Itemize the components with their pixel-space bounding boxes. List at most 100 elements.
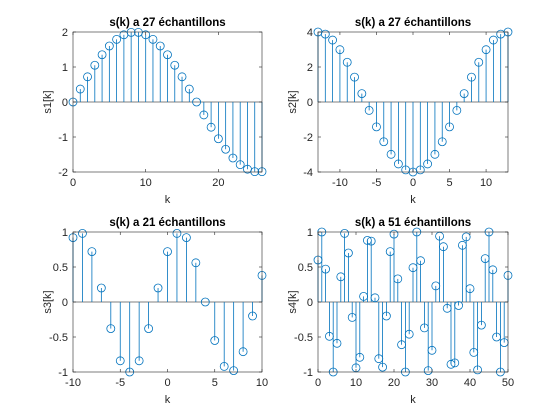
stem-marker — [144, 324, 154, 334]
stem-marker — [362, 235, 372, 245]
stem-marker — [192, 97, 201, 107]
stem-marker — [219, 361, 229, 371]
stem-marker — [452, 106, 462, 115]
stem-marker — [423, 159, 433, 169]
stem — [370, 293, 380, 303]
x-tick-label: 0 — [315, 377, 321, 389]
stem-marker — [199, 110, 209, 120]
x-tick-label: 5 — [212, 377, 218, 389]
stem-marker — [340, 228, 350, 238]
stem-marker — [366, 236, 376, 246]
x-tick-label: 30 — [426, 377, 438, 389]
stem — [452, 102, 462, 115]
stem-marker — [393, 159, 403, 169]
chart-title: s(k) a 51 échantillons — [355, 217, 471, 229]
stem-marker — [184, 84, 194, 94]
stem-marker — [461, 232, 471, 242]
stem — [445, 102, 454, 132]
stem-marker — [320, 29, 330, 39]
stem — [461, 232, 471, 302]
stem-marker — [221, 144, 231, 154]
stem-marker — [370, 293, 380, 303]
stem-marker — [163, 247, 172, 257]
stem-marker — [126, 27, 136, 37]
stem-marker — [467, 72, 476, 82]
stem — [476, 302, 486, 330]
stem — [393, 102, 403, 169]
x-tick-label: -5 — [372, 177, 382, 189]
stem — [416, 256, 426, 302]
stem — [332, 302, 342, 348]
stem-marker — [454, 301, 464, 310]
stem — [342, 57, 352, 102]
stem — [200, 297, 210, 307]
stem-marker — [229, 366, 239, 376]
stem — [481, 45, 491, 102]
stem-marker — [438, 242, 448, 252]
stem — [437, 102, 447, 147]
stem — [381, 302, 391, 321]
stem-marker — [446, 359, 456, 369]
stem — [235, 102, 245, 170]
y-tick-label: -0.5 — [49, 332, 68, 344]
stem — [192, 97, 201, 107]
stem — [404, 302, 414, 339]
stem — [474, 57, 484, 102]
stem — [78, 228, 87, 302]
stem-marker — [87, 247, 97, 257]
stem — [335, 45, 345, 102]
stem-marker — [355, 352, 365, 362]
stem — [112, 34, 122, 102]
stem-marker — [404, 329, 414, 339]
stem-marker — [228, 153, 238, 163]
stem-marker — [379, 137, 389, 147]
stem — [181, 233, 191, 302]
stem-marker — [170, 60, 180, 70]
y-tick-label: 2 — [62, 27, 68, 39]
y-tick-label: 1 — [62, 62, 68, 74]
stem-marker — [248, 311, 257, 321]
stem-marker — [415, 165, 425, 175]
stem — [238, 302, 248, 357]
stem-marker — [343, 248, 353, 258]
stem — [163, 247, 172, 302]
stem — [248, 302, 257, 321]
stem-marker — [112, 34, 122, 44]
y-tick-label: -4 — [303, 167, 313, 179]
x-tick-label: -10 — [332, 177, 348, 189]
stem — [427, 302, 437, 355]
stem — [83, 72, 92, 102]
stem-marker — [450, 358, 460, 368]
x-tick-label: 40 — [464, 377, 476, 389]
stem-marker — [427, 345, 437, 355]
stem-marker — [213, 134, 223, 144]
stem — [75, 84, 85, 102]
stem — [415, 102, 425, 175]
stem — [467, 72, 476, 102]
y-tick-label: 1 — [62, 227, 68, 239]
y-tick-label: 0 — [307, 297, 313, 309]
x-tick-label: 20 — [388, 377, 400, 389]
stem-marker — [378, 362, 388, 372]
stem-marker — [335, 45, 345, 55]
stem — [163, 50, 172, 102]
x-tick-label: 10 — [350, 377, 362, 389]
stem — [106, 302, 116, 334]
y-tick-label: -1 — [58, 367, 68, 379]
stem-marker — [321, 264, 331, 274]
x-axis-label: k — [410, 394, 416, 406]
stem-marker — [238, 347, 248, 357]
stem-marker — [481, 45, 491, 55]
stem-marker — [235, 160, 245, 170]
stem — [372, 102, 381, 132]
stem — [357, 89, 367, 102]
stem — [170, 60, 180, 102]
stem — [379, 102, 389, 147]
stem — [229, 302, 239, 376]
stem-marker — [476, 320, 486, 330]
stem-marker — [372, 122, 381, 132]
x-tick-label: 10 — [256, 377, 268, 389]
stem-marker — [141, 30, 151, 40]
stem-marker — [155, 41, 165, 51]
